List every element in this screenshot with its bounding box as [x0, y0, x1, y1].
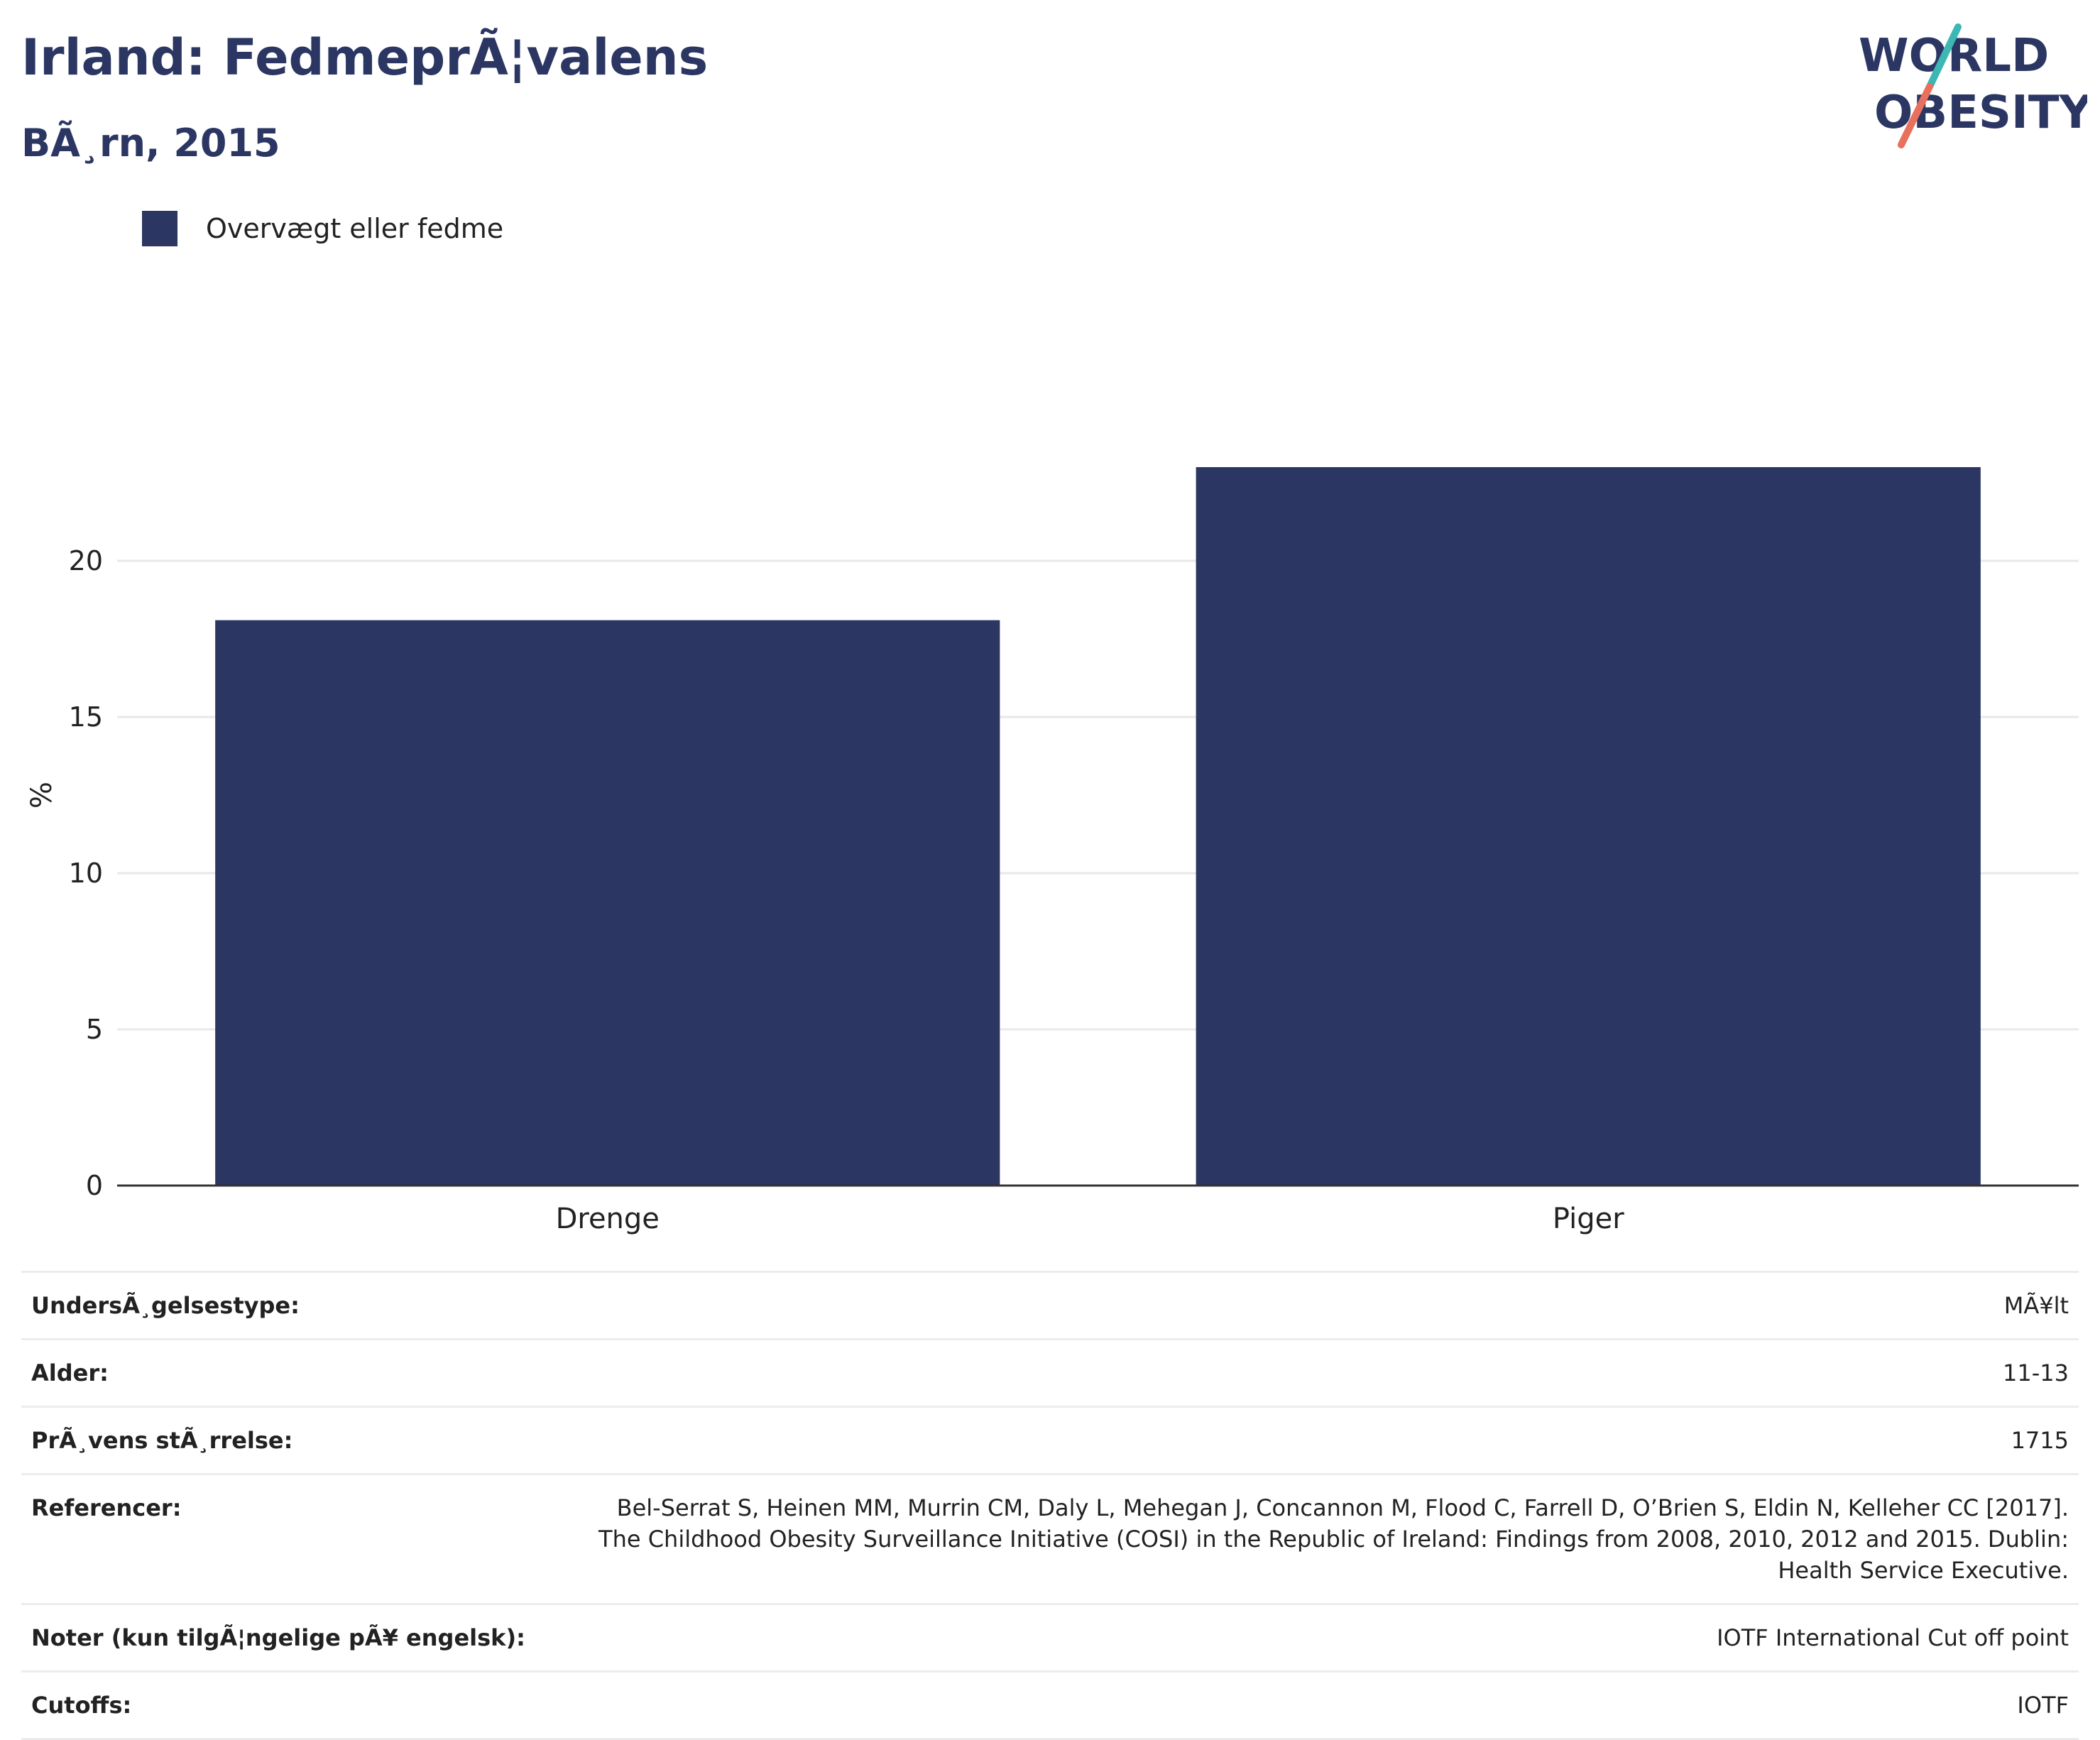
info-value: IOTF International Cut off point — [1717, 1624, 2069, 1651]
page-subtitle: BÃ¸rn, 2015 — [21, 121, 280, 165]
y-tick-label: 15 — [69, 701, 103, 733]
info-row-notes: Noter (kun tilgÃ¦ngelige pÃ¥ engelsk): I… — [21, 1603, 2079, 1670]
info-row-survey-type: UndersÃ¸gelsestype: MÃ¥lt — [21, 1271, 2079, 1338]
info-label: Referencer: — [31, 1494, 182, 1521]
page-title: Irland: FedmeprÃ¦valens — [21, 28, 709, 87]
legend-label: Overvægt eller fedme — [206, 213, 504, 244]
y-tick-label: 0 — [86, 1170, 103, 1201]
info-label: Cutoffs: — [31, 1692, 132, 1719]
x-tick-label: Piger — [1553, 1203, 1624, 1235]
info-value: 11-13 — [2003, 1359, 2069, 1386]
info-label: Noter (kun tilgÃ¦ngelige pÃ¥ engelsk): — [31, 1624, 525, 1651]
info-row-cutoffs: Cutoffs: IOTF — [21, 1670, 2079, 1740]
info-value: IOTF — [2017, 1692, 2069, 1719]
y-tick-label: 20 — [69, 545, 103, 576]
info-label: UndersÃ¸gelsestype: — [31, 1292, 300, 1319]
legend-swatch — [142, 211, 177, 246]
info-row-sample-size: PrÃ¸vens stÃ¸rrelse: 1715 — [21, 1406, 2079, 1473]
bar-chart: 0 5 10 15 20 Drenge Piger% — [26, 467, 2079, 1235]
info-value: 1715 — [2011, 1427, 2069, 1454]
info-value: MÃ¥lt — [2003, 1292, 2069, 1319]
info-row-references: Referencer: Bel-Serrat S, Heinen MM, Mur… — [21, 1473, 2079, 1603]
x-tick-label: Drenge — [556, 1203, 660, 1235]
y-tick-label: 10 — [69, 858, 103, 889]
chart-legend: Overvægt eller fedme — [142, 211, 503, 246]
y-tick-label: 5 — [86, 1014, 103, 1045]
bar-drenge — [215, 620, 1000, 1186]
info-label: Alder: — [31, 1359, 109, 1386]
bar-piger — [1196, 467, 1981, 1186]
world-obesity-logo: WORLD OBESITY — [1859, 23, 2087, 148]
info-value: Bel-Serrat S, Heinen MM, Murrin CM, Daly… — [598, 1494, 2069, 1584]
info-row-age: Alder: 11-13 — [21, 1338, 2079, 1406]
info-table: UndersÃ¸gelsestype: MÃ¥lt Alder: 11-13 P… — [21, 1271, 2079, 1740]
y-axis-title: % — [26, 782, 58, 809]
info-label: PrÃ¸vens stÃ¸rrelse: — [31, 1427, 293, 1454]
